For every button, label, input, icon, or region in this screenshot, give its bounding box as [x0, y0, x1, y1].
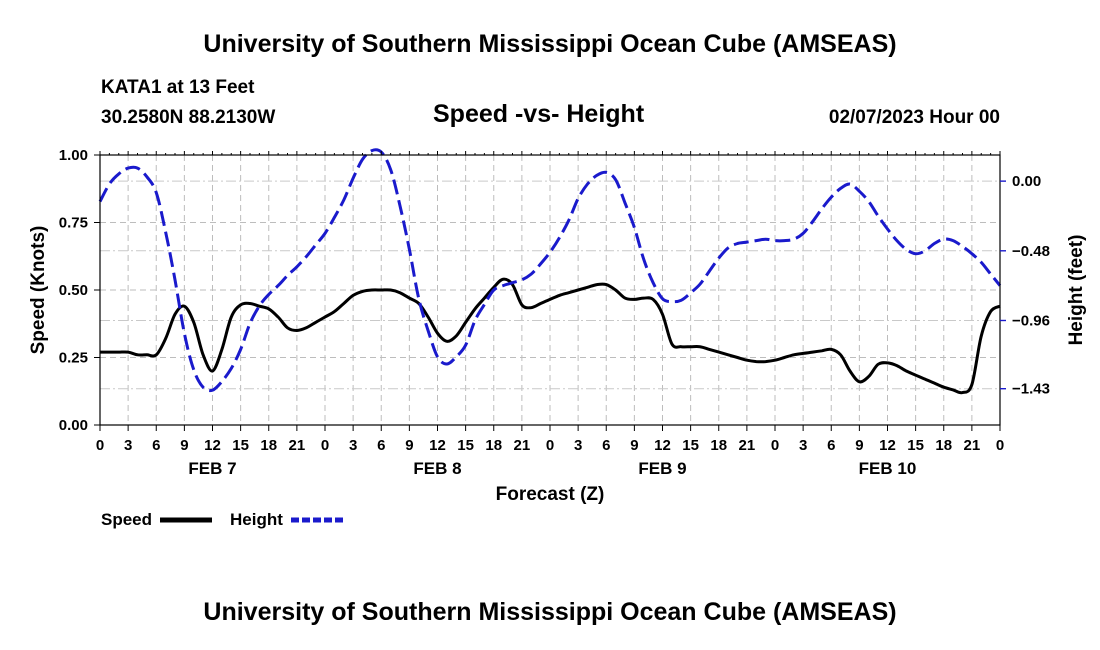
y2-tick-label: −1.43 [1012, 381, 1050, 398]
y2-axis-label: Height (feet) [1066, 235, 1087, 346]
x-tick-label: 15 [232, 437, 249, 454]
x-tick-label: 0 [321, 437, 329, 454]
x-tick-label: 18 [485, 437, 502, 454]
axis-ticks: 0 3 6 9 12 15 18 21 0 3 6 9 12 15 18 21 0 3 6 9 12 15 18 21 0 3 6 9… [59, 147, 1050, 478]
series-lines [98, 148, 1002, 395]
x-tick-label: 12 [654, 437, 671, 454]
x-tick-label: 3 [124, 437, 132, 454]
x-tick-label: 15 [457, 437, 474, 454]
x-tick-label: 3 [574, 437, 582, 454]
y-tick-label: 0.00 [59, 417, 88, 434]
x-tick-label: 12 [429, 437, 446, 454]
x-tick-label: 3 [799, 437, 807, 454]
x-tick-label: 12 [879, 437, 896, 454]
x-tick-label: 18 [260, 437, 277, 454]
x-tick-label: 21 [739, 437, 756, 454]
x-tick-label: 0 [546, 437, 554, 454]
y-axis-label: Speed (Knots) [28, 226, 49, 355]
x-tick-label: 0 [996, 437, 1004, 454]
y2-tick-label: −0.96 [1012, 312, 1050, 329]
day-label: FEB 8 [413, 459, 461, 478]
station-name: KATA1 at 13 Feet [101, 77, 255, 98]
chart-footer-title: University of Southern Mississippi Ocean… [203, 598, 897, 626]
x-axis-label: Forecast (Z) [496, 484, 605, 505]
x-tick-label: 12 [204, 437, 221, 454]
legend-label-height: Height [230, 510, 283, 529]
x-tick-label: 21 [514, 437, 531, 454]
legend-label-speed: Speed [101, 510, 152, 529]
y2-tick-label: −0.48 [1012, 243, 1050, 260]
day-label: FEB 7 [188, 459, 236, 478]
x-tick-label: 21 [964, 437, 981, 454]
x-tick-label: 0 [771, 437, 779, 454]
x-tick-label: 6 [152, 437, 160, 454]
x-tick-label: 6 [377, 437, 385, 454]
series-line-height [98, 148, 1002, 393]
axis-labels: Forecast (Z) Speed (Knots) Height (feet) [28, 226, 1087, 505]
x-tick-label: 9 [405, 437, 413, 454]
x-tick-label: 6 [602, 437, 610, 454]
y-tick-label: 0.25 [59, 350, 88, 367]
y2-tick-label: 0.00 [1012, 173, 1041, 190]
x-tick-label: 18 [710, 437, 727, 454]
x-tick-label: 0 [96, 437, 104, 454]
x-tick-label: 3 [349, 437, 357, 454]
y-tick-label: 1.00 [59, 147, 88, 164]
forecast-date: 02/07/2023 Hour 00 [828, 107, 1000, 128]
station-coordinates: 30.2580N 88.2130W [101, 107, 276, 128]
x-tick-label: 15 [907, 437, 924, 454]
chart-main-title: University of Southern Mississippi Ocean… [203, 30, 897, 58]
legend: Speed Height [101, 510, 343, 529]
x-tick-label: 9 [630, 437, 638, 454]
chart-subtitle: Speed -vs- Height [433, 100, 645, 128]
y-tick-label: 0.50 [59, 282, 88, 299]
x-tick-label: 9 [855, 437, 863, 454]
day-label: FEB 9 [638, 459, 686, 478]
x-tick-label: 15 [682, 437, 699, 454]
x-tick-label: 9 [180, 437, 188, 454]
x-tick-label: 18 [935, 437, 952, 454]
day-label: FEB 10 [859, 459, 917, 478]
x-tick-label: 21 [289, 437, 306, 454]
series-line-speed [100, 277, 1001, 395]
x-tick-label: 6 [827, 437, 835, 454]
y-tick-label: 0.75 [59, 215, 88, 232]
